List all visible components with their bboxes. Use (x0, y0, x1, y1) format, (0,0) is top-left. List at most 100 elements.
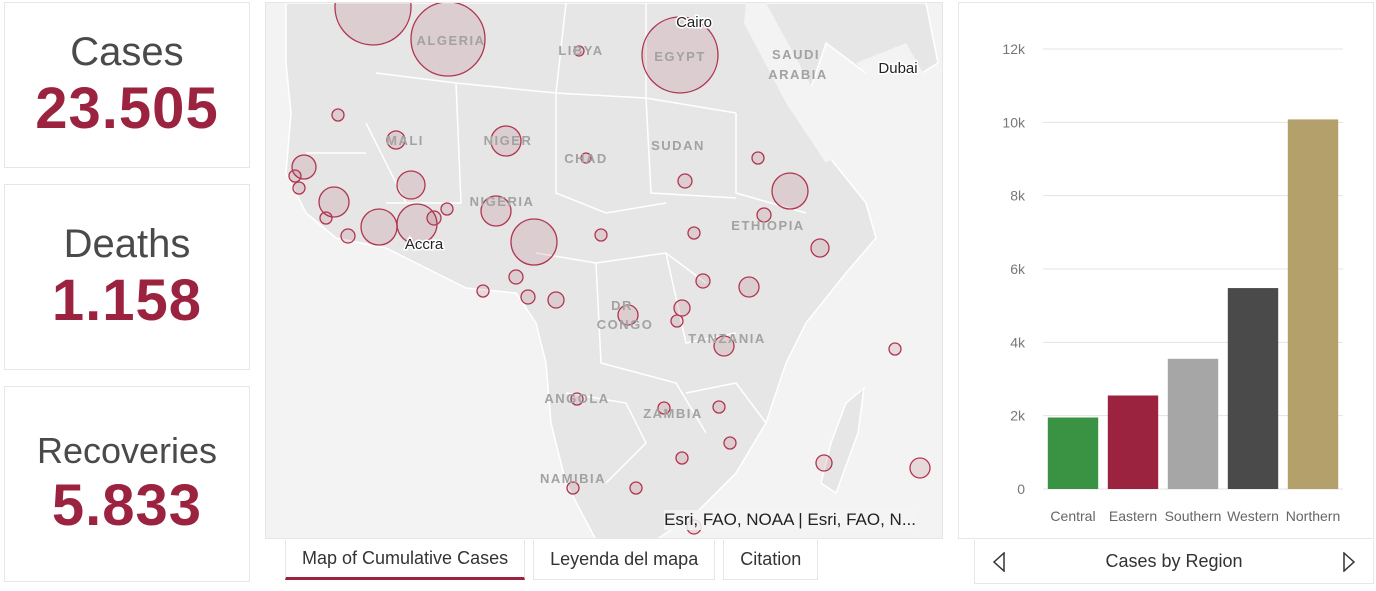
tab-map-of-cumulative-cases[interactable]: Map of Cumulative Cases (285, 540, 526, 580)
bar-southern[interactable] (1167, 358, 1219, 489)
bubble-angola[interactable] (570, 392, 584, 406)
bubble-kenya[interactable] (738, 276, 760, 298)
bubble-togo[interactable] (426, 210, 442, 226)
bubble-burkina[interactable] (396, 170, 426, 200)
deaths-card: Deaths 1.158 (4, 184, 250, 370)
bar-central[interactable] (1047, 417, 1099, 490)
label-angola: ANGOLA (544, 391, 609, 406)
bubble-south-sudan[interactable] (687, 226, 701, 240)
bar-chart-svg: 0 2k 4k 6k 8k 10k 12k Central Eastern Southern We… (1002, 41, 1343, 524)
bubble-uganda[interactable] (695, 273, 711, 289)
bubble-car[interactable] (594, 228, 608, 242)
red-sea (744, 3, 841, 163)
bar-northern[interactable] (1287, 119, 1339, 490)
map-canvas[interactable]: ALGERIA LIBYA EGYPT SAUDI ARABIA MALI NI… (266, 3, 943, 539)
y-tick-label: 4k (1010, 334, 1026, 350)
bubble-sudan[interactable] (677, 173, 693, 189)
x-tick-label-northern: Northern (1286, 508, 1340, 524)
label-cairo: Cairo (676, 14, 712, 31)
case-bubbles[interactable] (288, 3, 931, 535)
bubble-morocco[interactable] (334, 3, 412, 46)
label-accra: Accra (405, 236, 444, 253)
bubble-cameroon[interactable] (510, 218, 558, 266)
y-tick-label: 8k (1010, 188, 1026, 204)
map-attribution[interactable]: Esri, FAO, NOAA | Esri, FAO, N... (664, 510, 916, 530)
recoveries-card: Recoveries 5.833 (4, 386, 250, 582)
x-tick-label-western: Western (1227, 508, 1279, 524)
label-arabia: ARABIA (768, 67, 828, 82)
cases-label: Cases (70, 30, 184, 74)
label-namibia: NAMIBIA (540, 471, 606, 486)
bubble-mozambique[interactable] (723, 436, 737, 450)
y-tick-label: 10k (1002, 114, 1026, 130)
bubble-chad[interactable] (580, 152, 592, 164)
bubble-malawi[interactable] (712, 400, 726, 414)
previous-chart-button[interactable] (989, 550, 1009, 574)
bubble-egypt[interactable] (641, 16, 719, 94)
bubble-eq-guinea[interactable] (508, 269, 524, 285)
bubble-ivory-coast[interactable] (360, 208, 398, 246)
bubble-seychelles[interactable] (888, 342, 902, 356)
label-congo: CONGO (597, 317, 654, 332)
bubble-liberia[interactable] (340, 228, 356, 244)
bubble-nigeria[interactable] (480, 195, 512, 227)
bar-western[interactable] (1227, 288, 1279, 489)
bubble-guinea-bissau[interactable] (292, 181, 306, 195)
bubble-tanzania[interactable] (713, 335, 735, 357)
bubble-burundi[interactable] (670, 314, 684, 328)
x-tick-labels: Central Eastern Southern Western Northern (1050, 508, 1340, 524)
x-tick-label-southern: Southern (1165, 508, 1222, 524)
bubble-mauritius[interactable] (909, 457, 931, 479)
bubble-sierra-leone[interactable] (319, 211, 333, 225)
deaths-value: 1.158 (51, 268, 203, 333)
cases-by-region-chart: 0 2k 4k 6k 8k 10k 12k Central Eastern Southern We… (958, 2, 1374, 539)
bubble-libya[interactable] (573, 45, 585, 57)
cases-value: 23.505 (35, 76, 219, 141)
bubble-rwanda[interactable] (673, 299, 691, 317)
tab-citation[interactable]: Citation (723, 540, 819, 580)
bubble-benin[interactable] (440, 202, 454, 216)
label-mali: MALI (386, 133, 424, 148)
bubble-sao-tome[interactable] (476, 284, 490, 298)
country-borders (306, 3, 807, 484)
y-tick-label: 2k (1010, 408, 1026, 424)
bubble-congo[interactable] (547, 291, 565, 309)
bar-layer[interactable] (1047, 119, 1339, 490)
bubble-eritrea[interactable] (751, 151, 765, 165)
bar-eastern[interactable] (1107, 395, 1159, 490)
label-sudan: SUDAN (651, 138, 705, 153)
cases-map[interactable]: ALGERIA LIBYA EGYPT SAUDI ARABIA MALI NI… (265, 2, 943, 539)
bubble-zimbabwe[interactable] (675, 451, 689, 465)
bubble-mauritania[interactable] (331, 108, 345, 122)
y-tick-label: 6k (1010, 261, 1026, 277)
y-tick-labels: 0 2k 4k 6k 8k 10k 12k (1002, 41, 1026, 497)
y-tick-label: 0 (1017, 481, 1025, 497)
bubble-botswana[interactable] (629, 481, 643, 495)
recoveries-label: Recoveries (36, 430, 218, 471)
bubble-madagascar[interactable] (815, 454, 833, 472)
bubble-guinea[interactable] (318, 186, 350, 218)
bubble-namibia[interactable] (566, 481, 580, 495)
gulf (856, 43, 926, 93)
bubble-dr-congo[interactable] (617, 304, 639, 326)
x-tick-label-eastern: Eastern (1109, 508, 1157, 524)
chart-footer-title: Cases by Region (1105, 551, 1243, 571)
bubble-senegal[interactable] (291, 154, 317, 180)
label-algeria: ALGERIA (417, 33, 486, 48)
label-zambia: ZAMBIA (643, 406, 703, 421)
bubble-algeria[interactable] (410, 3, 486, 77)
label-chad: CHAD (564, 151, 608, 166)
country-label-layer: ALGERIA LIBYA EGYPT SAUDI ARABIA MALI NI… (386, 33, 828, 486)
bubble-niger[interactable] (490, 125, 522, 157)
bubble-somalia[interactable] (810, 238, 830, 258)
bubble-ethiopia[interactable] (756, 207, 772, 223)
next-chart-button[interactable] (1339, 550, 1359, 574)
bubble-gabon[interactable] (520, 289, 536, 305)
bubble-djibouti[interactable] (771, 172, 809, 210)
map-tabs: Map of Cumulative Cases Leyenda del mapa… (285, 540, 819, 580)
tab-leyenda-del-mapa[interactable]: Leyenda del mapa (533, 540, 716, 580)
bubble-mali[interactable] (386, 130, 406, 150)
bubble-zambia[interactable] (657, 401, 671, 415)
bubble-gambia[interactable] (288, 169, 302, 183)
label-dubai: Dubai (878, 60, 917, 77)
